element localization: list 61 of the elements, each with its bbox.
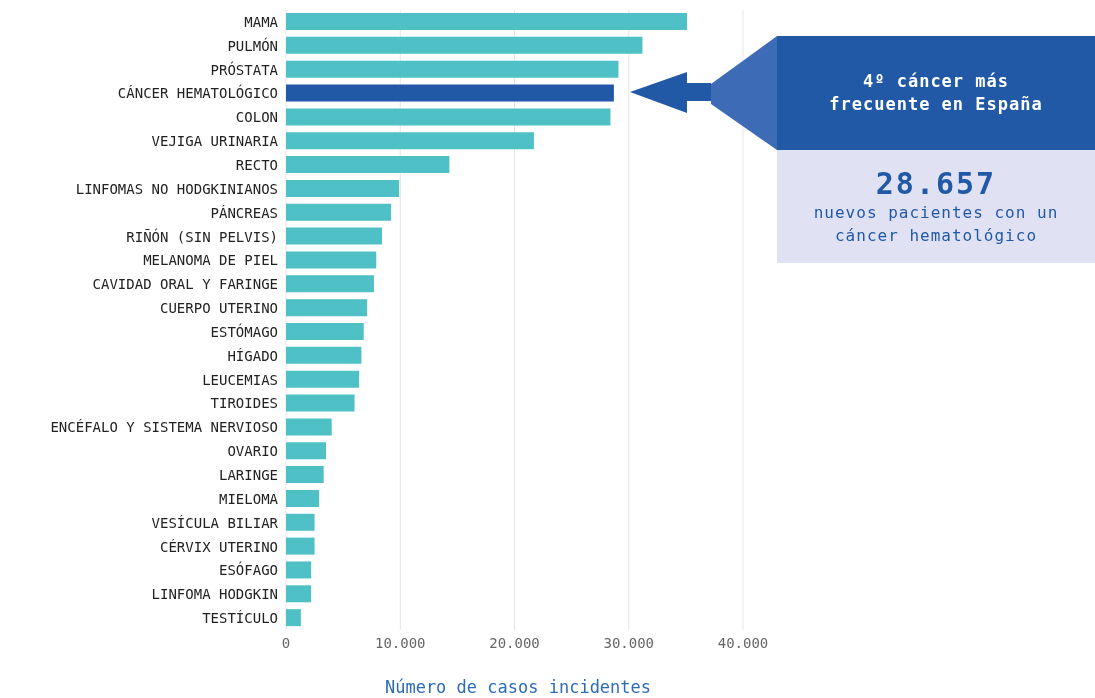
y-tick-label: CAVIDAD ORAL Y FARINGE: [92, 276, 278, 293]
bar: [286, 561, 312, 579]
bar: [286, 513, 315, 531]
bar: [286, 537, 315, 555]
y-tick-label: COLON: [235, 109, 278, 126]
y-tick-label: RECTO: [235, 156, 278, 173]
bar: [286, 179, 400, 197]
y-tick-label: ESÓFAGO: [218, 561, 278, 579]
bar: [286, 299, 368, 317]
bar: [286, 489, 320, 507]
bar: [286, 132, 534, 150]
x-tick-label: 20.000: [489, 634, 540, 651]
y-tick-label: LEUCEMIAS: [202, 371, 278, 388]
y-tick-label: LARINGE: [218, 466, 278, 483]
bar: [286, 275, 374, 293]
y-tick-label: LINFOMAS NO HODGKINIANOS: [75, 180, 278, 197]
bar: [286, 609, 301, 627]
y-tick-label: VEJIGA URINARIA: [151, 133, 279, 150]
bar: [286, 36, 643, 54]
bar: [286, 108, 611, 126]
y-tick-label: VESÍCULA BILIAR: [151, 514, 279, 531]
y-tick-label: MAMA: [244, 13, 279, 30]
bar: [286, 60, 619, 78]
y-tick-label: PULMÓN: [227, 36, 278, 54]
y-tick-label: MIELOMA: [218, 490, 279, 507]
bar: [286, 251, 377, 269]
bar: [286, 346, 362, 364]
y-tick-label: RIÑÓN (SIN PELVIS): [126, 227, 278, 245]
y-tick-label: TIROIDES: [210, 395, 278, 412]
y-tick-label: OVARIO: [227, 443, 278, 460]
x-tick-label: 0: [281, 634, 291, 651]
y-tick-label: CÉRVIX UTERINO: [159, 538, 278, 555]
x-tick-label: 30.000: [603, 634, 655, 651]
text: 4º cáncer más frecuente en España: [777, 36, 1095, 150]
y-tick-label: HÍGADO: [227, 347, 278, 364]
bar: [286, 203, 392, 221]
y-tick-label: CUERPO UTERINO: [159, 300, 278, 317]
text: nuevos pacientes con un cáncer hematológico: [812, 202, 1060, 247]
y-tick-label: TESTÍCULO: [202, 610, 278, 627]
bar: [286, 394, 355, 412]
bar: [286, 156, 450, 174]
bar: [286, 84, 614, 102]
x-tick-label: 40.000: [717, 634, 769, 651]
y-tick-label: ESTÓMAGO: [210, 322, 278, 340]
y-tick-label: PÁNCREAS: [210, 204, 278, 221]
text: 28.657: [875, 166, 997, 201]
y-tick-label: ENCÉFALO Y SISTEMA NERVIOSO: [50, 419, 278, 436]
y-tick-label: CÁNCER HEMATOLÓGICO: [117, 84, 278, 102]
x-axis-title: Número de casos incidentes: [383, 677, 653, 697]
bar: [286, 13, 688, 30]
bar: [286, 323, 364, 340]
x-tick-label: 10.000: [374, 634, 426, 651]
y-tick-label: LINFOMA HODGKIN: [151, 586, 278, 603]
bar: [286, 585, 312, 603]
bar: [286, 418, 332, 436]
y-tick-label: MELANOMA DE PIEL: [143, 252, 278, 269]
bar: [286, 227, 382, 245]
y-tick-label: PRÓSTATA: [210, 60, 279, 78]
bar: [286, 442, 326, 460]
bar: [286, 466, 324, 484]
bar: [286, 370, 360, 388]
